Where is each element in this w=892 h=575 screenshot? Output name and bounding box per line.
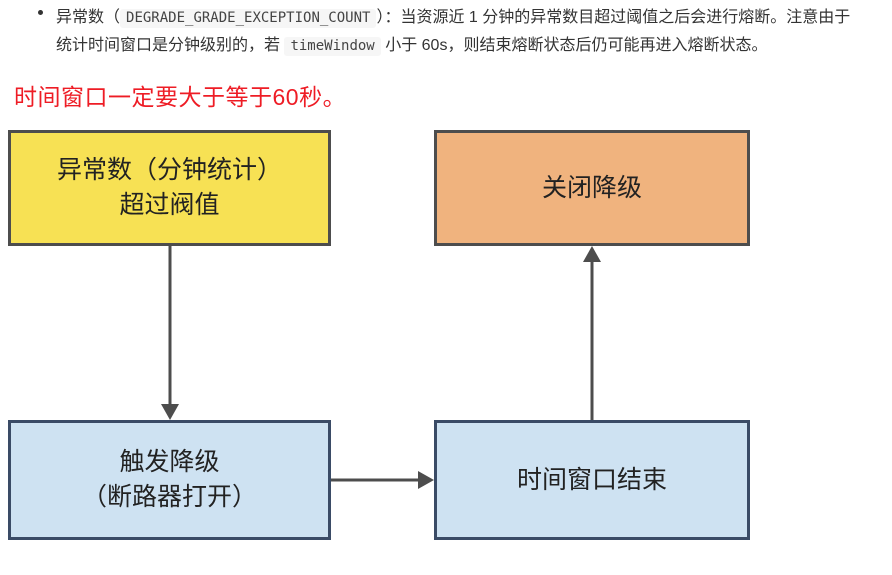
- warning-note: 时间窗口一定要大于等于60秒。: [14, 78, 892, 112]
- bullet-item: 异常数（DEGRADE_GRADE_EXCEPTION_COUNT）：当资源近 …: [0, 0, 892, 60]
- code-literal: timeWindow: [284, 37, 380, 56]
- text-mid2: 小于 60s，则结束熔断状态后仍可能再进入熔断状态。: [381, 37, 768, 54]
- flow-node-n4: 时间窗口结束: [434, 420, 750, 540]
- bullet-text: 异常数（DEGRADE_GRADE_EXCEPTION_COUNT）：当资源近 …: [56, 4, 852, 60]
- flow-node-n1: 异常数（分钟统计） 超过阀值: [8, 130, 331, 246]
- code-literal: DEGRADE_GRADE_EXCEPTION_COUNT: [120, 9, 376, 28]
- arrowhead-icon: [418, 471, 434, 489]
- bullet-dot-icon: [38, 10, 43, 15]
- text-prefix: 异常数（: [56, 9, 120, 26]
- flow-diagram: 异常数（分钟统计） 超过阀值关闭降级触发降级 （断路器打开） 时间窗口结束: [0, 120, 892, 540]
- arrowhead-icon: [161, 404, 179, 420]
- arrowhead-icon: [583, 246, 601, 262]
- flow-node-n2: 关闭降级: [434, 130, 750, 246]
- flow-node-n3: 触发降级 （断路器打开）: [8, 420, 331, 540]
